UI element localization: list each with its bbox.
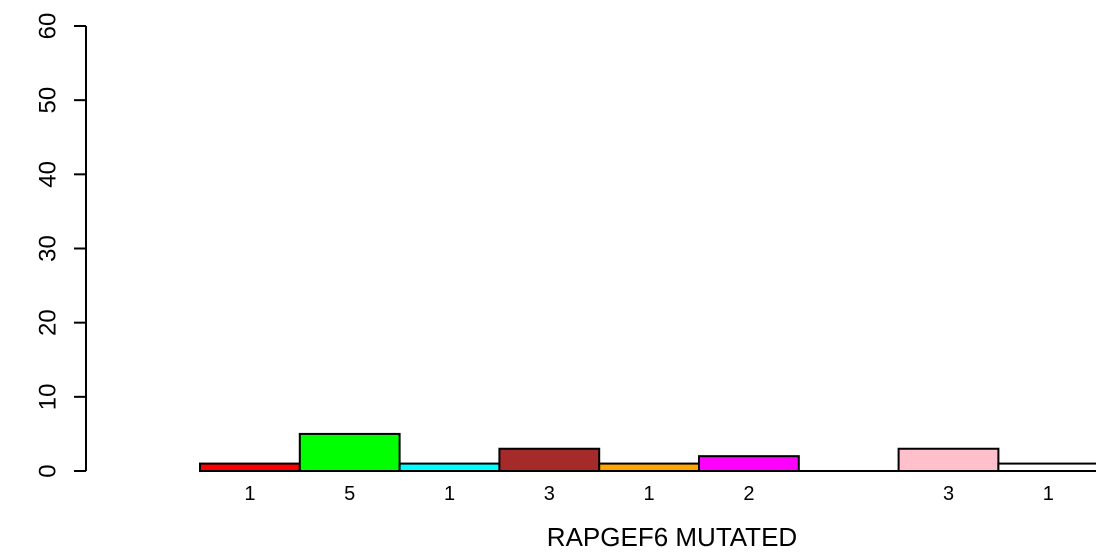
bar-4 <box>498 447 601 472</box>
bar-count-label: 1 <box>444 483 455 505</box>
bar-count-label: 5 <box>344 483 355 505</box>
bar-labels: 1 5 1 3 1 2 3 1 <box>244 483 1054 505</box>
bar-1 <box>199 462 301 473</box>
bar-2 <box>298 432 401 472</box>
bar-count-label: 3 <box>544 483 555 505</box>
bar-8 <box>897 447 1000 472</box>
bars <box>199 432 1096 473</box>
bar-6 <box>698 455 800 472</box>
bar-count-label: 3 <box>943 483 954 505</box>
y-tick-label: 30 <box>34 235 61 262</box>
y-tick-label: 60 <box>34 13 61 40</box>
y-tick-label: 10 <box>34 383 61 410</box>
bar-count-label: 1 <box>244 483 255 505</box>
bar-3 <box>398 462 501 473</box>
bar-5 <box>598 462 701 473</box>
bar-count-label: 1 <box>644 483 655 505</box>
y-tick-label: 20 <box>34 309 61 336</box>
bar-count-label: 1 <box>1043 483 1054 505</box>
bar-9 <box>997 462 1096 473</box>
x-axis-label: RAPGEF6 MUTATED <box>547 522 797 552</box>
y-axis: 0 10 20 30 40 50 60 <box>34 13 87 478</box>
y-tick-label: 40 <box>34 161 61 188</box>
y-tick-label: 0 <box>34 464 61 477</box>
y-tick-label: 50 <box>34 87 61 114</box>
bar-count-label: 2 <box>743 483 754 505</box>
